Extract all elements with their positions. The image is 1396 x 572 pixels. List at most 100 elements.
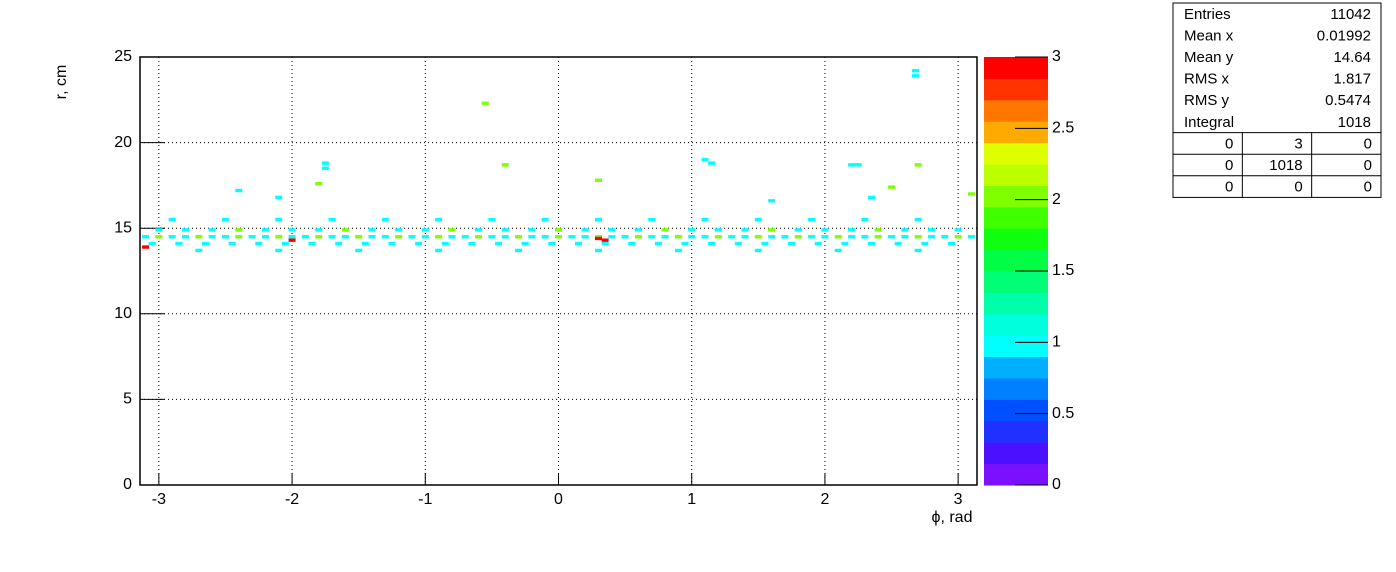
stats-label: Mean y [1184,49,1234,66]
palette-band [984,185,1048,208]
heatmap-cell [594,248,602,253]
y-tick-label: 0 [123,476,132,493]
stats-cell: 0 [1364,179,1372,196]
heatmap-cell [701,217,709,222]
heatmap-cell [601,241,609,246]
palette-band [984,228,1048,251]
heatmap-cell [255,241,263,246]
heatmap-cell [914,248,922,253]
heatmap-cell [568,235,576,239]
heatmap-cell [275,248,283,253]
heatmap-cell [601,238,609,242]
heatmap-cell [381,217,389,222]
heatmap-cell [814,241,822,246]
heatmap-cell [368,235,376,239]
heatmap-cell [708,241,716,246]
heatmap-cell [661,228,669,232]
stats-value: 0.01992 [1317,27,1371,44]
heatmap-cell [868,195,876,200]
colorbar-tick-label: 1.5 [1052,262,1074,279]
heatmap-cell [521,241,529,246]
heatmap-cell [661,235,669,239]
palette-band [984,121,1048,144]
stats-value: 14.64 [1333,49,1371,66]
heatmap-cell [674,248,682,253]
heatmap-cell [315,181,323,186]
stats-cell: 0 [1225,135,1233,152]
palette-band [984,164,1048,186]
heatmap-cell [861,217,869,222]
heatmap-cell [574,241,582,246]
heatmap-cell [475,235,483,239]
heatmap-cell [528,228,536,232]
palette-band [984,249,1048,272]
heatmap-cell [628,241,636,246]
palette-band [984,99,1048,122]
heatmap-cell [581,228,589,232]
heatmap-cell [781,235,789,239]
heatmap-cell [967,192,975,196]
heatmap-cell [308,241,316,246]
heatmap-cell [594,217,602,222]
heatmap-cell [388,241,396,246]
heatmap-cell [501,228,509,232]
heatmap-cell [182,235,190,239]
heatmap-cell [175,241,183,246]
colorbar-tick-label: 0.5 [1052,405,1074,422]
stats-value: 0.5474 [1325,92,1371,109]
heatmap-cell [381,235,389,239]
heatmap-cell [834,248,842,253]
heatmap-cell [421,228,429,232]
heatmap-cell [195,248,203,253]
heatmap-cell [888,185,896,189]
heatmap-cell [794,235,802,239]
heatmap-cell [155,235,163,239]
heatmap-cell [794,228,802,232]
y-tick-label: 15 [114,219,132,236]
heatmap-cell [894,241,902,246]
heatmap-cell [741,228,749,232]
heatmap-cell [281,241,289,246]
palette-band [984,142,1048,165]
heatmap-cell [435,248,443,253]
heatmap-cell [927,228,935,232]
heatmap-cell [341,235,349,239]
stats-value: 1018 [1338,114,1371,131]
y-tick-label: 20 [114,134,132,151]
heatmap-cell [368,228,376,232]
heatmap-cell [408,235,416,239]
heatmap-cell [941,235,949,239]
heatmap-cell [395,228,403,232]
heatmap-cell [275,217,283,222]
heatmap-cell [621,235,629,239]
heatmap-cell [555,235,562,239]
heatmap-cell [528,235,536,239]
heatmap-cell [967,235,975,239]
stats-label: Integral [1184,114,1234,131]
heatmap-cell [848,163,856,167]
heatmap-cell [594,236,602,241]
heatmap-cell [208,228,216,232]
heatmap-cell [634,235,642,239]
palette-band [984,463,1048,486]
heatmap-cell [754,248,762,253]
heatmap-cell [288,235,296,239]
heatmap-cell [301,235,309,239]
heatmap-cell [848,235,856,239]
colorbar-tick-label: 1 [1052,334,1061,351]
heatmap-cell [927,235,935,239]
y-axis-label: r, cm [53,65,70,100]
heatmap-cell [634,228,642,232]
plot-frame [139,56,978,486]
palette-band [984,442,1048,465]
y-tick-label: 25 [114,48,132,65]
colorbar-tick-label: 3 [1052,48,1061,65]
stats-label: RMS x [1184,71,1230,88]
heatmap-cell [788,241,796,246]
heatmap-cell [947,241,955,246]
heatmap-cell [901,235,909,239]
heatmap-cell [728,235,736,239]
heatmap-cell [515,235,523,239]
heatmap-cell [208,235,216,239]
